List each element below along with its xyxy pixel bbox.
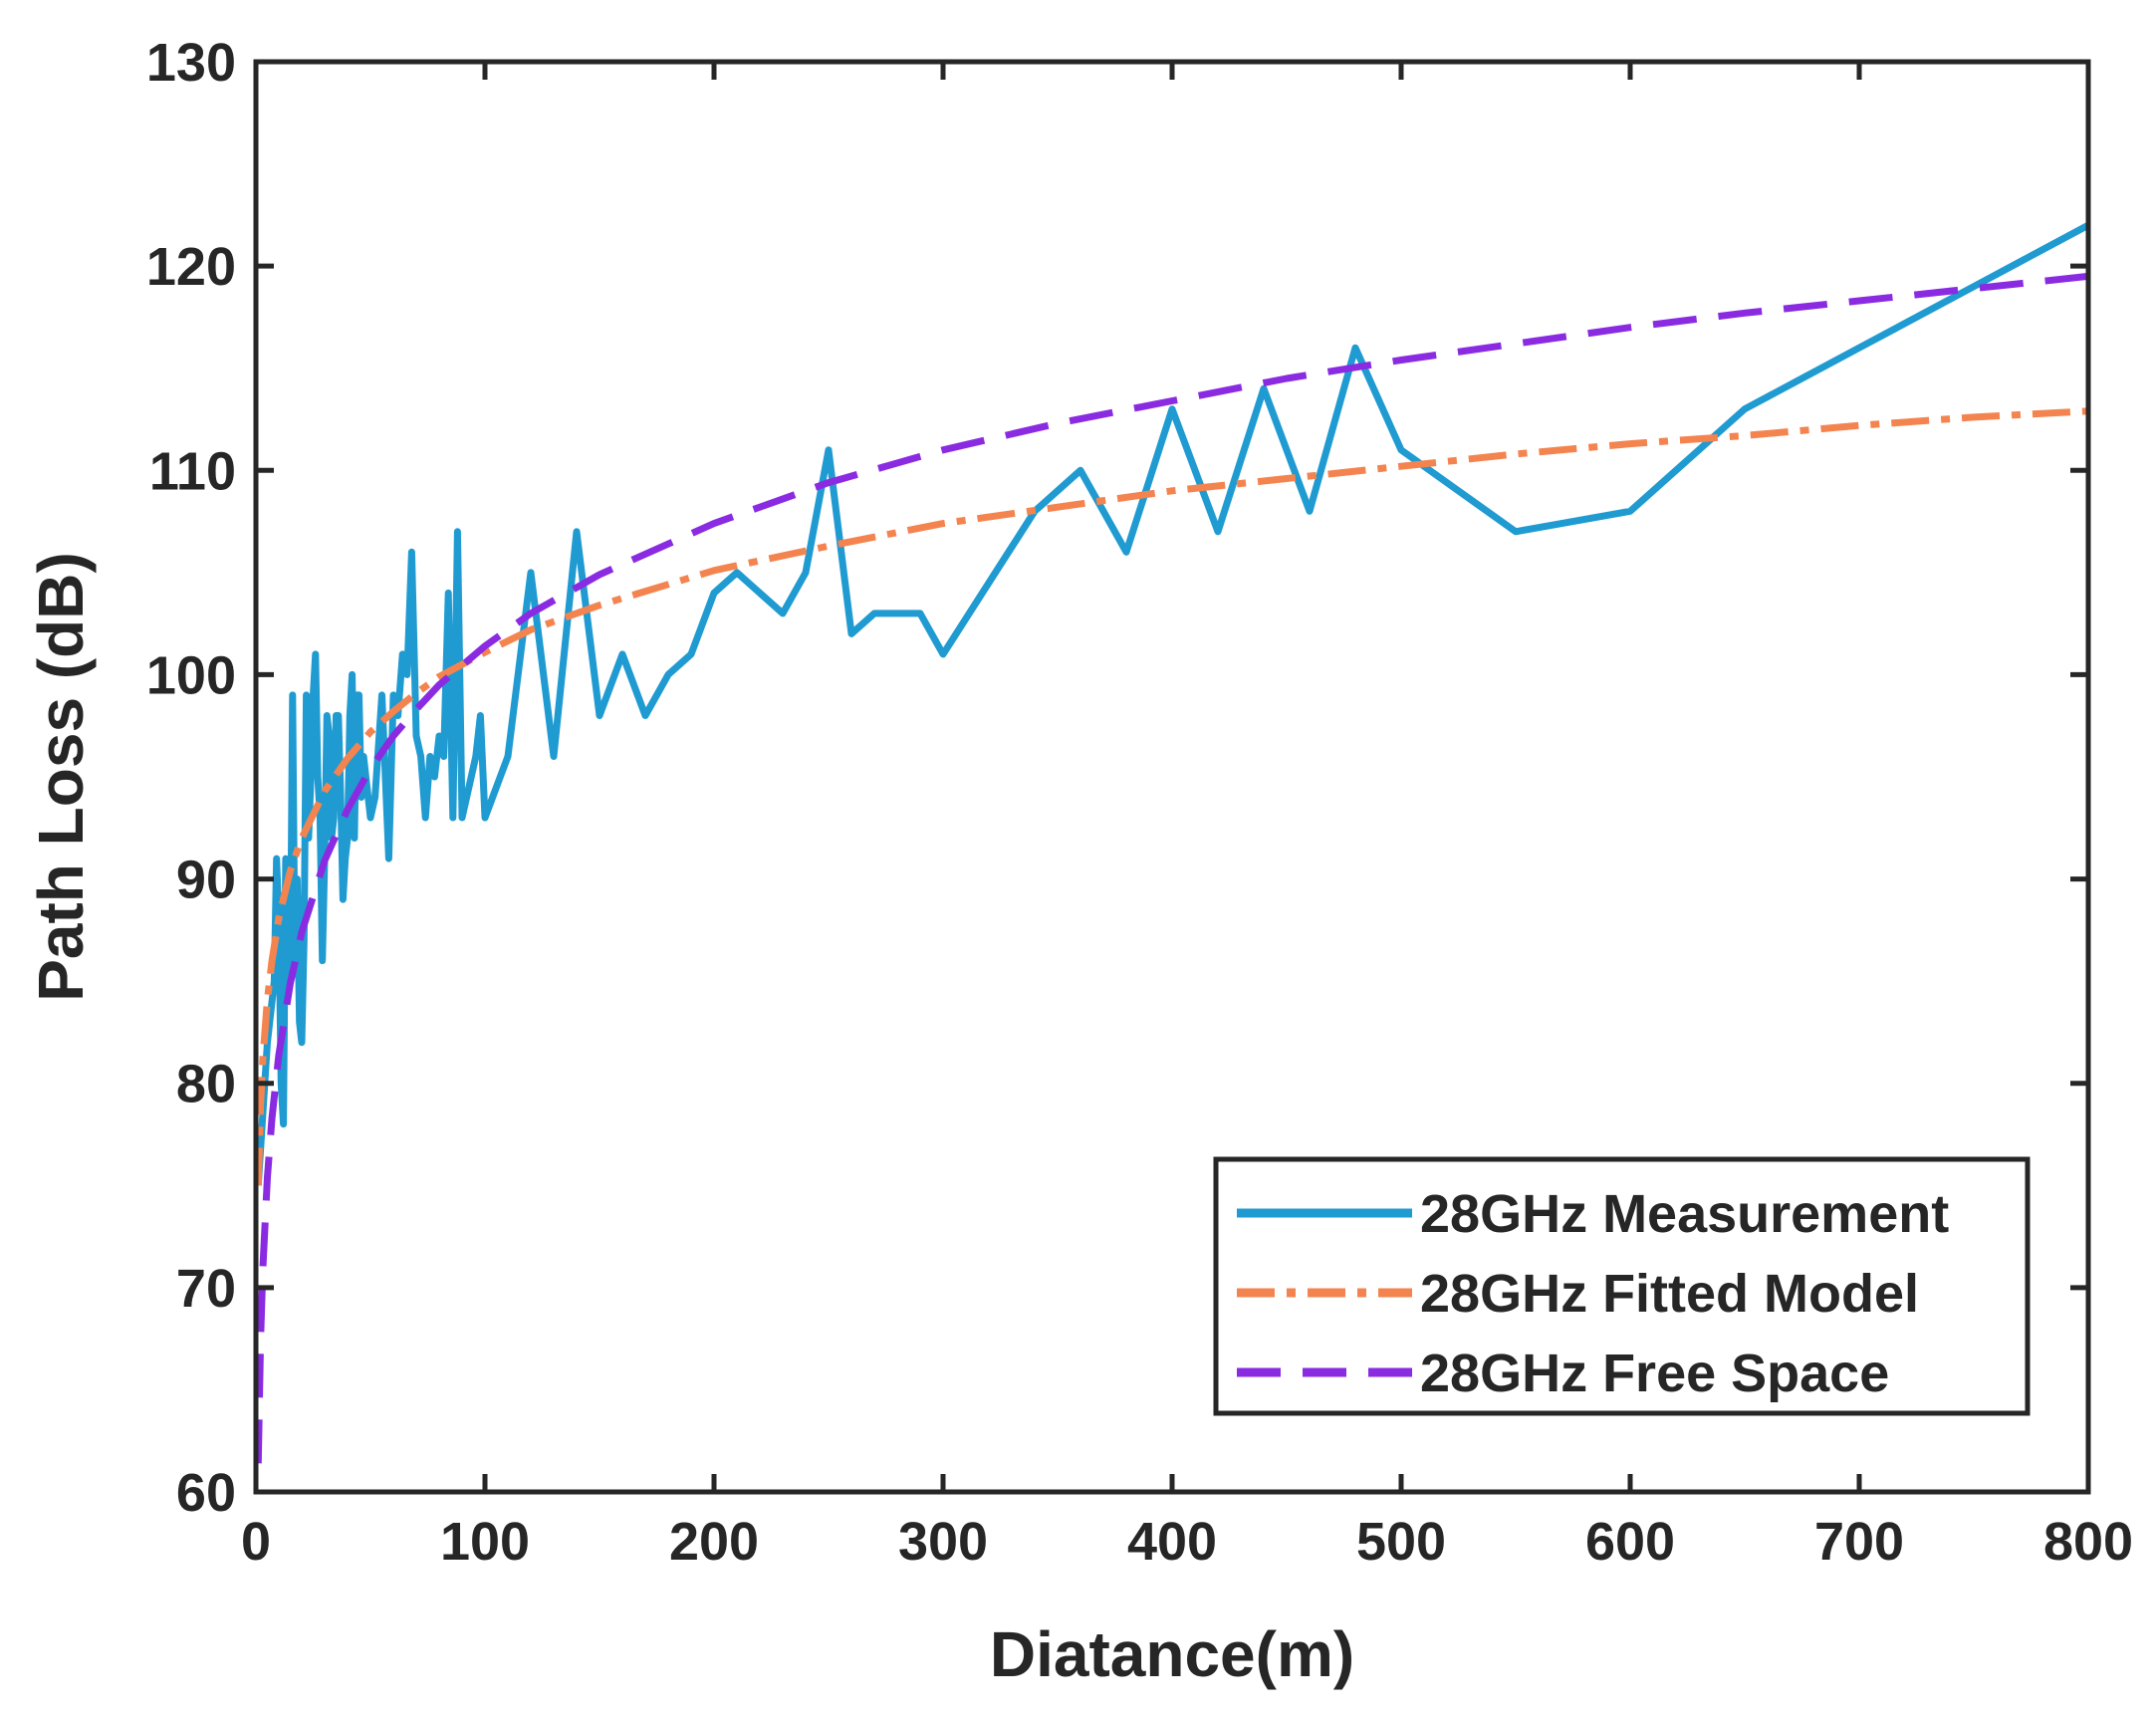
y-tick-label: 80 <box>176 1055 236 1114</box>
legend-label-free-space: 28GHz Free Space <box>1420 1344 1889 1403</box>
y-tick-label: 100 <box>146 645 236 705</box>
y-tick-label: 70 <box>176 1259 236 1319</box>
legend-label-measurement: 28GHz Measurement <box>1420 1184 1949 1244</box>
x-tick-label: 500 <box>1356 1512 1446 1572</box>
x-tick-label: 800 <box>2043 1512 2133 1572</box>
legend-label-fitted-model: 28GHz Fitted Model <box>1420 1264 1919 1324</box>
x-axis-ticks: 0 100 200 300 400 500 600 700 800 <box>241 62 2133 1572</box>
series-line-28ghz-fitted-model <box>256 407 2088 1186</box>
y-tick-label: 60 <box>176 1463 236 1523</box>
x-tick-label: 100 <box>440 1512 530 1572</box>
series-line-28ghz-free-space <box>256 272 2088 1464</box>
x-tick-label: 200 <box>669 1512 759 1572</box>
y-tick-label: 90 <box>176 851 236 910</box>
x-axis-label: Diatance(m) <box>990 1618 1354 1690</box>
x-tick-label: 0 <box>241 1512 271 1572</box>
y-axis-label: Path Loss (dB) <box>25 552 97 1002</box>
series-layer <box>256 222 2088 1464</box>
x-tick-label: 300 <box>898 1512 988 1572</box>
legend: 28GHz Measurement 28GHz Fitted Model 28G… <box>1213 1156 2031 1416</box>
y-tick-label: 110 <box>149 441 236 501</box>
y-tick-label: 130 <box>146 33 236 93</box>
x-tick-label: 600 <box>1585 1512 1675 1572</box>
series-line-28ghz-measurement <box>256 222 2088 1186</box>
y-tick-label: 120 <box>146 237 236 297</box>
x-tick-label: 400 <box>1127 1512 1217 1572</box>
y-axis-ticks: 60 70 80 90 100 110 120 130 <box>146 33 2088 1523</box>
legend-box <box>1213 1156 2031 1416</box>
x-tick-label: 700 <box>1814 1512 1904 1572</box>
